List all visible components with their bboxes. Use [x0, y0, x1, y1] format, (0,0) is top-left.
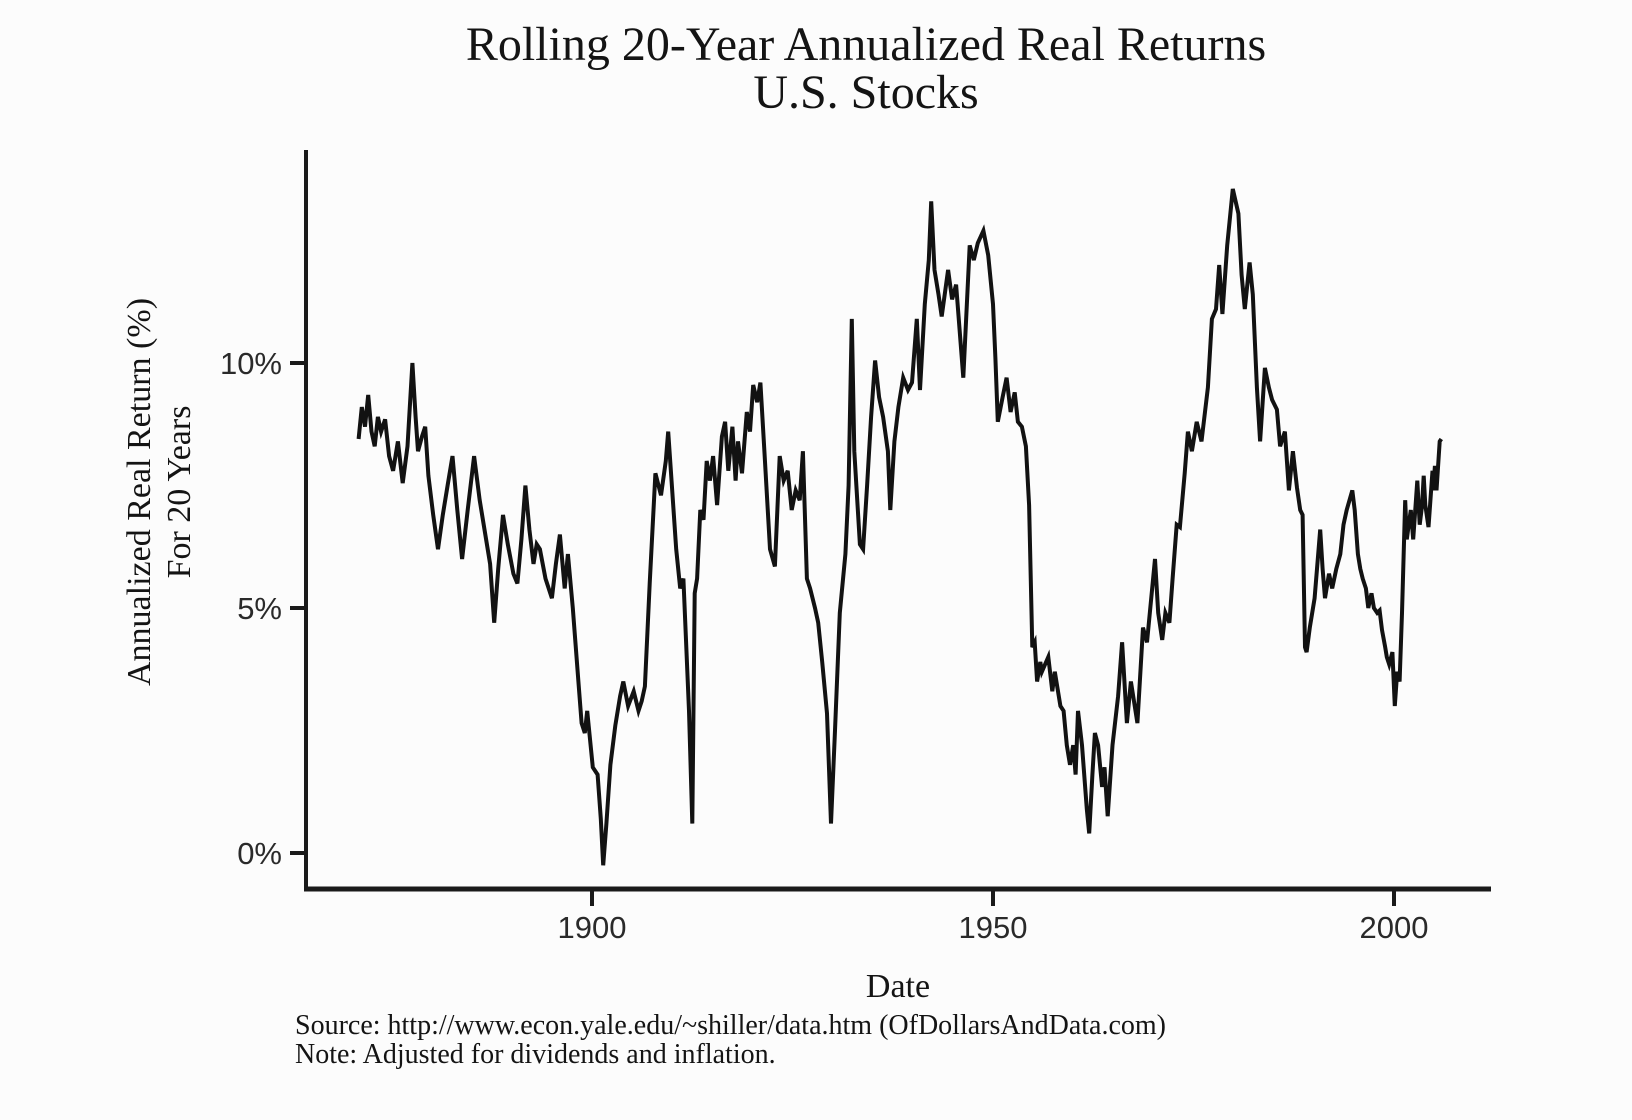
chart-title-line1: Rolling 20-Year Annualized Real Returns [466, 18, 1266, 71]
y-tick-label-5: 5% [237, 591, 282, 626]
x-tick-label-2000: 2000 [1360, 910, 1429, 945]
x-tick-label-1900: 1900 [558, 910, 627, 945]
y-tick-label-10: 10% [220, 346, 282, 381]
note-text: Note: Adjusted for dividends and inflati… [295, 1039, 776, 1070]
x-tick-label-1950: 1950 [959, 910, 1028, 945]
y-axis-title-line2: For 20 Years [161, 406, 198, 579]
source-text: Source: http://www.econ.yale.edu/~shille… [295, 1010, 1166, 1041]
y-axis-title-line1: Annualized Real Return (%) [121, 298, 158, 686]
y-axis: 10% 5% 0% Annualized Real Return (%) For… [121, 150, 308, 891]
x-axis-title: Date [866, 968, 930, 1005]
return-line [356, 188, 1443, 866]
y-tick-label-0: 0% [237, 836, 282, 871]
x-axis: 1900 1950 2000 Date [304, 886, 1491, 1005]
chart-title-line2: U.S. Stocks [753, 66, 978, 119]
